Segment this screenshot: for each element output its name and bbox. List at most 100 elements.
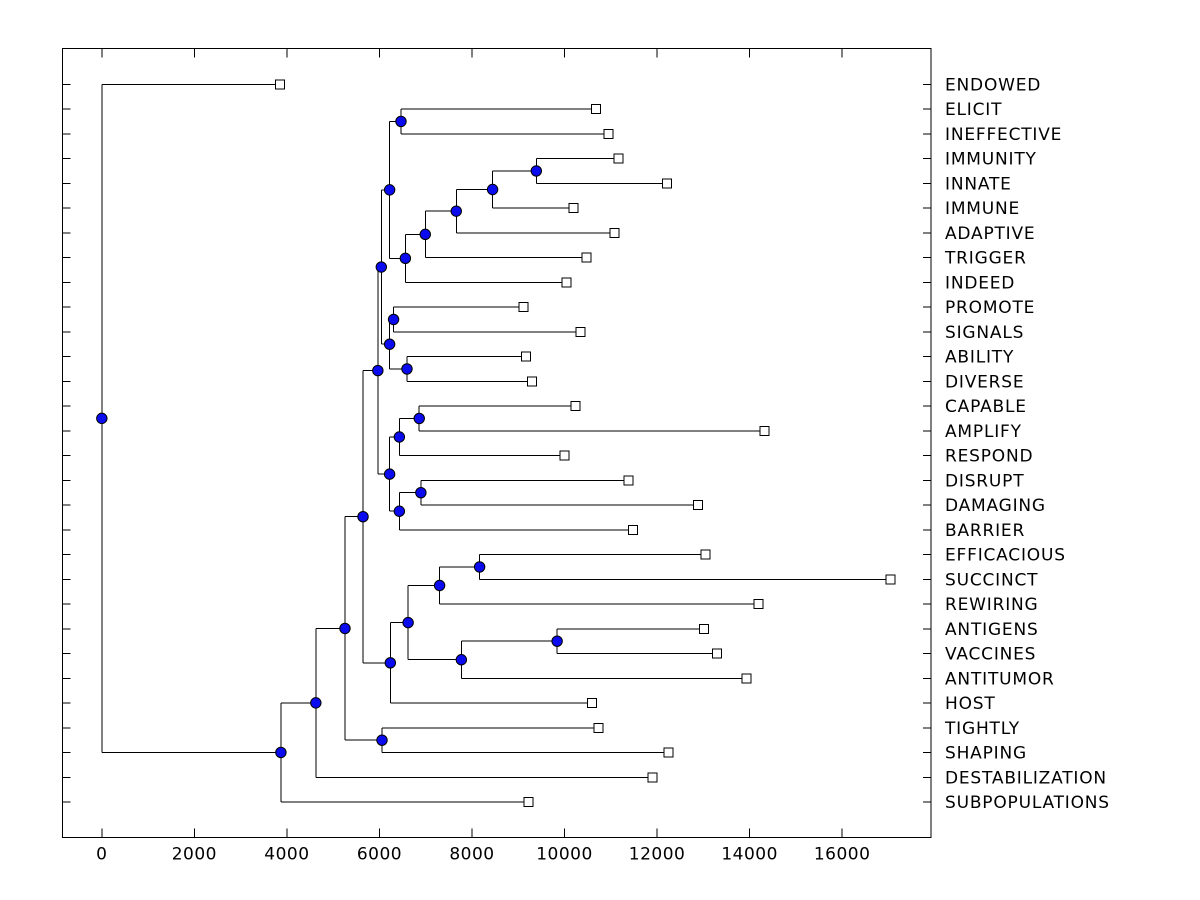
internal-node-marker: [395, 115, 407, 128]
internal-node-marker: [473, 561, 486, 573]
x-tick-label: 14000: [721, 845, 778, 865]
internal-node-marker: [372, 364, 384, 377]
leaf-marker: [623, 475, 634, 486]
leaf-marker: [587, 698, 598, 709]
internal-node-marker: [393, 431, 406, 443]
internal-node-marker: [393, 505, 406, 517]
leaf-label: SUCCINCT: [945, 570, 1038, 590]
internal-node-marker: [376, 734, 388, 746]
internal-node-marker: [419, 228, 431, 241]
internal-node-marker: [486, 183, 499, 196]
leaf-label: IMMUNE: [945, 199, 1020, 219]
leaf-marker: [581, 252, 592, 263]
internal-node-marker: [415, 486, 427, 499]
leaf-label: VACCINES: [945, 645, 1036, 665]
leaf-marker: [711, 648, 722, 659]
x-tick-label: 2000: [172, 845, 217, 865]
leaf-label: ENDOWED: [945, 75, 1041, 95]
internal-node-marker: [383, 338, 396, 350]
internal-node-marker: [275, 746, 287, 759]
leaf-label: DIVERSE: [945, 372, 1024, 392]
leaf-marker: [663, 747, 674, 758]
leaf-marker: [593, 722, 604, 733]
leaf-marker: [885, 574, 896, 585]
internal-node-marker: [375, 261, 388, 273]
leaf-marker: [759, 425, 770, 436]
internal-node-marker: [399, 252, 412, 265]
leaf-label: HOST: [945, 694, 996, 714]
leaf-label: IMMUNITY: [945, 150, 1037, 170]
x-tick-label: 6000: [357, 845, 402, 865]
leaf-marker: [662, 178, 673, 189]
leaf-label: INNATE: [945, 174, 1012, 194]
leaf-label: INEFFECTIVE: [945, 125, 1062, 145]
internal-node-marker: [383, 184, 396, 196]
internal-node-marker: [530, 165, 543, 177]
leaf-label: SIGNALS: [945, 323, 1024, 343]
internal-node-marker: [450, 205, 462, 217]
leaf-marker: [275, 79, 286, 90]
leaf-marker: [692, 500, 703, 511]
leaf-marker: [559, 450, 570, 461]
leaf-label: SUBPOPULATIONS: [945, 793, 1110, 813]
leaf-marker: [753, 599, 764, 610]
leaf-marker: [521, 351, 532, 362]
leaf-label: PROMOTE: [945, 298, 1035, 318]
leaf-label: AMPLIFY: [945, 422, 1022, 442]
x-tick-label: 8000: [449, 845, 494, 865]
leaf-marker: [575, 326, 586, 337]
x-tick-label: 12000: [629, 845, 686, 865]
internal-node-marker: [401, 363, 413, 375]
leaf-label: RESPOND: [945, 447, 1033, 467]
leaf-label: SHAPING: [945, 744, 1027, 764]
leaf-label: ABILITY: [945, 348, 1014, 368]
leaf-label: INDEED: [945, 273, 1015, 293]
leaf-label: CAPABLE: [945, 397, 1027, 417]
leaf-marker: [591, 104, 602, 115]
leaf-marker: [741, 673, 752, 684]
internal-node-marker: [387, 313, 400, 326]
internal-node-marker: [357, 510, 369, 523]
internal-node-marker: [96, 412, 108, 425]
leaf-marker: [627, 524, 638, 535]
internal-node-marker: [384, 657, 397, 669]
internal-node-marker: [551, 635, 563, 647]
x-tick-label: 16000: [814, 845, 871, 865]
internal-node-marker: [413, 412, 425, 425]
leaf-label: DAMAGING: [945, 496, 1046, 516]
leaf-label: EFFICACIOUS: [945, 546, 1066, 566]
plot-box: [62, 48, 932, 838]
leaf-marker: [570, 401, 581, 412]
internal-node-marker: [455, 654, 468, 666]
leaf-label: TRIGGER: [944, 249, 1027, 269]
leaf-marker: [526, 376, 537, 387]
x-tick-label: 4000: [264, 845, 309, 865]
internal-node-marker: [383, 468, 396, 480]
leaf-label: ADAPTIVE: [945, 224, 1035, 244]
leaf-marker: [647, 772, 658, 783]
internal-node-marker: [310, 697, 322, 709]
leaf-marker: [609, 227, 620, 238]
leaf-label: DISRUPT: [945, 471, 1024, 491]
leaf-marker: [603, 128, 614, 139]
leaf-marker: [561, 277, 572, 288]
internal-node-marker: [339, 622, 351, 635]
leaf-marker: [518, 302, 529, 313]
leaf-marker: [700, 549, 711, 560]
leaf-marker: [568, 203, 579, 214]
x-tick-label: 0: [96, 845, 107, 865]
leaf-label: DESTABILIZATION: [945, 768, 1107, 788]
leaf-label: TIGHTLY: [944, 719, 1020, 739]
leaf-label: ELICIT: [945, 100, 1002, 120]
leaf-label: ANTIGENS: [945, 620, 1039, 640]
x-tick-label: 10000: [536, 845, 593, 865]
leaf-label: BARRIER: [945, 521, 1025, 541]
leaf-marker: [698, 623, 709, 634]
internal-node-marker: [433, 579, 446, 592]
leaf-marker: [523, 797, 534, 808]
internal-node-marker: [402, 616, 414, 629]
leaf-label: ANTITUMOR: [945, 669, 1055, 689]
leaf-label: REWIRING: [945, 595, 1039, 615]
